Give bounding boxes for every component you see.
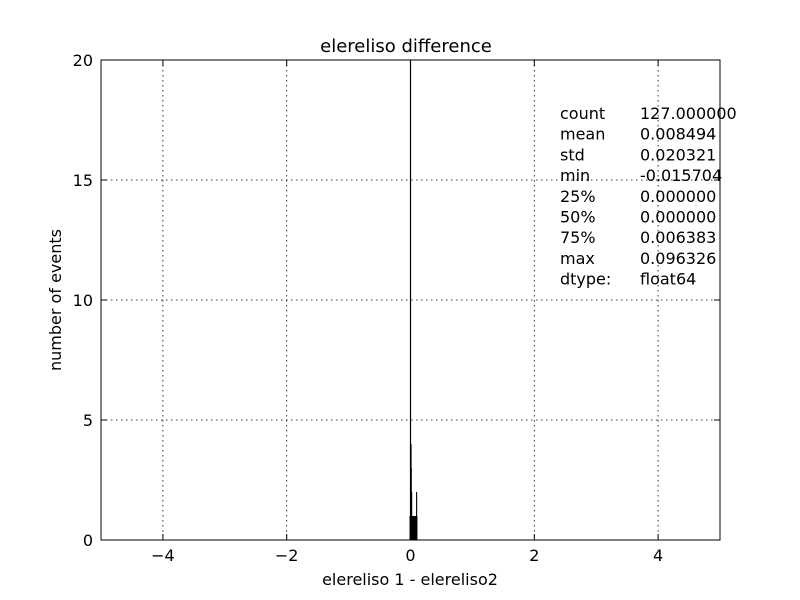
stat-label: 50% bbox=[560, 208, 596, 227]
stat-label: min bbox=[560, 166, 590, 185]
x-tick-label: 4 bbox=[653, 546, 663, 565]
stat-value: 0.096326 bbox=[640, 249, 716, 268]
x-axis-ticks: −4 −2 0 2 4 bbox=[151, 60, 663, 565]
x-axis-label: elereliso 1 - elereliso2 bbox=[322, 570, 498, 589]
y-axis-label: number of events bbox=[46, 229, 65, 371]
x-tick-label: 0 bbox=[405, 546, 415, 565]
stat-label: count bbox=[560, 104, 605, 123]
summary-stats-box: count 127.000000 mean 0.008494 std 0.020321 mi… bbox=[560, 104, 737, 289]
y-tick-label: 5 bbox=[83, 411, 93, 430]
stat-label: 25% bbox=[560, 187, 596, 206]
histogram-bar bbox=[416, 516, 418, 540]
stat-label: max bbox=[560, 249, 595, 268]
stat-value: 127.000000 bbox=[640, 104, 737, 123]
stat-value: 0.020321 bbox=[640, 145, 716, 164]
stat-label: dtype: bbox=[560, 270, 611, 289]
stat-value: 0.000000 bbox=[640, 187, 716, 206]
y-axis-ticks: 0 5 10 15 20 bbox=[73, 51, 720, 550]
x-tick-label: 2 bbox=[529, 546, 539, 565]
x-tick-label: −4 bbox=[151, 546, 175, 565]
x-tick-label: −2 bbox=[275, 546, 299, 565]
stat-value: 0.006383 bbox=[640, 228, 716, 247]
y-tick-label: 0 bbox=[83, 531, 93, 550]
stat-value: float64 bbox=[640, 270, 696, 289]
stat-label: mean bbox=[560, 125, 605, 144]
y-tick-label: 15 bbox=[73, 171, 93, 190]
y-tick-label: 20 bbox=[73, 51, 93, 70]
y-tick-label: 10 bbox=[73, 291, 93, 310]
stat-value: -0.015704 bbox=[640, 166, 722, 185]
stat-value: 0.008494 bbox=[640, 125, 716, 144]
stat-label: std bbox=[560, 145, 585, 164]
stat-value: 0.000000 bbox=[640, 208, 716, 227]
stat-label: 75% bbox=[560, 228, 596, 247]
chart-title: elereliso difference bbox=[320, 36, 492, 57]
